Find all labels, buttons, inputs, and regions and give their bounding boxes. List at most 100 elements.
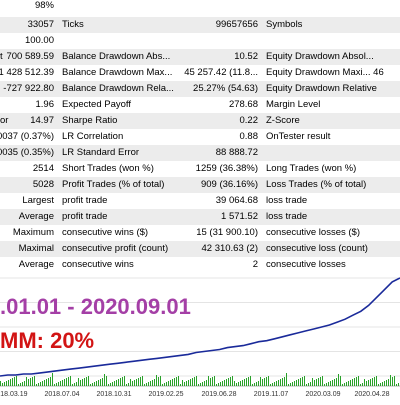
volume-bar [336, 378, 337, 386]
volume-bar [60, 381, 61, 386]
report-value-1: 5028 [32, 179, 54, 190]
volume-bar [346, 382, 347, 386]
volume-bar [304, 376, 305, 386]
volume-bar [356, 377, 357, 386]
balance-chart-svg: 2018.03.19 2018.07.04 2018.10.31 2019.02.25… [0, 277, 400, 398]
volume-bar [64, 379, 65, 386]
volume-bar [222, 381, 223, 386]
report-label-2: Balance Drawdown Max... [62, 67, 173, 78]
report-row-prefix: or [0, 115, 9, 126]
volume-bar [96, 381, 97, 386]
volume-bar [308, 383, 309, 386]
volume-bar [206, 380, 207, 386]
report-value-2: 99657656 [215, 19, 258, 30]
volume-bar [52, 373, 53, 386]
volume-bar [30, 378, 31, 386]
volume-bar [364, 379, 365, 386]
volume-bar [242, 380, 243, 386]
report-value-1: Maximum [12, 227, 54, 238]
volume-bar [162, 384, 163, 386]
volume-bar [28, 379, 29, 386]
volume-bar [48, 378, 49, 386]
volume-bar [144, 384, 145, 386]
volume-bar [100, 379, 101, 386]
volume-bar [72, 384, 73, 386]
report-value-1: 0035 (0.35%) [0, 147, 54, 158]
report-row: 0035 (0.35%) LR Standard Error 88 888.72 [0, 145, 400, 162]
report-row: 100.00 [0, 33, 400, 50]
volume-bar [130, 379, 131, 386]
volume-bar [202, 382, 203, 386]
report-label-2: Short Trades (won %) [62, 163, 154, 174]
volume-bar [210, 378, 211, 386]
volume-bar [252, 384, 253, 386]
volume-bar [330, 381, 331, 386]
x-axis-label: 2018.10.31 [96, 391, 131, 398]
report-value-2 [182, 33, 260, 49]
volume-bar [156, 375, 157, 386]
volume-bar [334, 379, 335, 386]
report-value-1: Average [18, 211, 54, 222]
report-row: or 14.97 Sharpe Ratio 0.22 Z-Score [0, 113, 400, 130]
volume-bar [274, 382, 275, 386]
volume-bar [24, 381, 25, 386]
volume-bar [122, 377, 123, 386]
volume-bar [172, 379, 173, 386]
volume-bar [294, 381, 295, 386]
volume-bar [374, 377, 375, 386]
report-label-2: consecutive wins [62, 259, 134, 270]
volume-bar [224, 380, 225, 386]
report-label-3: Equity Drawdown Absol... [266, 51, 374, 62]
volume-bar [262, 379, 263, 386]
report-label-3: loss trade [266, 195, 308, 206]
volume-bar [338, 374, 339, 386]
volume-bar [184, 382, 185, 386]
volume-bar [152, 380, 153, 386]
volume-bar [46, 379, 47, 386]
volume-bar [368, 380, 369, 386]
volume-bar [182, 380, 183, 386]
volume-bar [192, 378, 193, 386]
volume-bar [250, 376, 251, 386]
report-label-2: consecutive profit (count) [62, 243, 169, 254]
volume-bar [246, 378, 247, 386]
volume-bar [358, 376, 359, 386]
report-label-2: profit trade [62, 195, 108, 206]
volume-bar [50, 377, 51, 386]
report-value-1: 100.00 [24, 35, 54, 46]
volume-bar [174, 378, 175, 386]
volume-bar [310, 382, 311, 386]
volume-bar [38, 383, 39, 386]
report-label-3: Equity Drawdown Relative [266, 83, 377, 94]
report-row: Average profit trade 1 571.52 loss trade [0, 209, 400, 226]
volume-bar [276, 381, 277, 386]
volume-bar [386, 380, 387, 386]
volume-bar [264, 378, 265, 386]
x-axis-label: 2020.03.09 [305, 391, 340, 398]
volume-bar [322, 376, 323, 386]
report-label-3: Symbols [266, 19, 303, 30]
volume-bar [306, 384, 307, 386]
volume-bar [390, 375, 391, 386]
volume-bar [218, 383, 219, 386]
report-label-3: Long Trades (won %) [266, 163, 357, 174]
volume-bar [88, 376, 89, 386]
volume-bar [328, 382, 329, 386]
volume-bar [132, 381, 133, 386]
volume-bar [90, 384, 91, 386]
volume-bar [36, 384, 37, 386]
volume-bar [62, 380, 63, 386]
report-label-3: loss trade [266, 211, 308, 222]
volume-bar [332, 380, 333, 386]
volume-bar [296, 380, 297, 386]
x-axis-label: 2019.02.25 [148, 391, 183, 398]
volume-bar [124, 376, 125, 386]
volume-bar [190, 379, 191, 386]
volume-bar [396, 384, 397, 386]
volume-bar [234, 381, 235, 386]
volume-bar [194, 377, 195, 386]
volume-bar [18, 384, 19, 386]
report-label-3 [266, 145, 400, 161]
report-value-1: Average [18, 259, 54, 270]
volume-bar [298, 379, 299, 386]
